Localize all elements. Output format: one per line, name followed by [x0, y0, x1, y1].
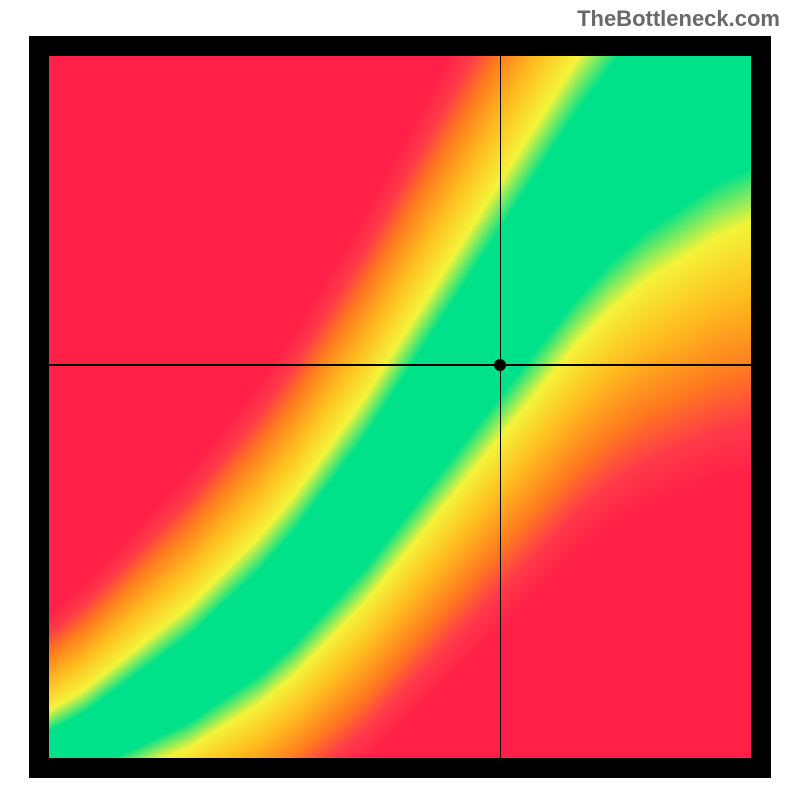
- crosshair-horizontal: [49, 364, 751, 366]
- crosshair-vertical: [500, 56, 502, 758]
- plot-area: [49, 56, 751, 758]
- heatmap-canvas: [49, 56, 751, 758]
- plot-frame: [29, 36, 771, 778]
- attribution-text: TheBottleneck.com: [577, 6, 780, 32]
- marker-dot: [494, 359, 506, 371]
- bottleneck-heatmap-chart: TheBottleneck.com: [0, 0, 800, 800]
